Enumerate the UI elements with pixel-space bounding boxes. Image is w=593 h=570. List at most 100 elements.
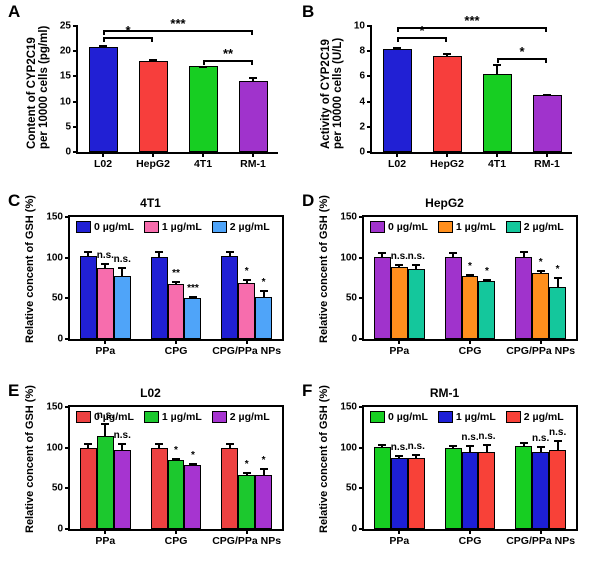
legend-item: 2 µg/mL	[506, 221, 564, 233]
legend: 0 µg/mL1 µg/mL2 µg/mL	[370, 411, 570, 423]
bar	[483, 74, 512, 152]
bar	[114, 450, 131, 529]
chart-title: RM-1	[312, 386, 577, 400]
y-tick-label: 2	[359, 121, 365, 132]
bar	[189, 66, 218, 152]
x-tick-label: CPG/PPa NPs	[506, 535, 575, 547]
significance-label: **	[223, 46, 233, 61]
legend-label: 0 µg/mL	[94, 221, 134, 233]
legend-item: 0 µg/mL	[76, 221, 134, 233]
y-tick-label: 8	[359, 46, 365, 57]
significance-label: n.s.	[532, 433, 549, 444]
x-tick-label: PPa	[95, 345, 115, 357]
panel-label: F	[302, 381, 312, 401]
y-tick-label: 0	[65, 147, 71, 158]
y-axis-title: Relative concent of GSH (%)	[24, 385, 36, 533]
y-axis-title: Relative concent of GSH (%)	[318, 385, 330, 533]
x-tick-label: HepG2	[136, 158, 170, 170]
significance-label: ***	[170, 16, 185, 31]
legend-label: 0 µg/mL	[388, 221, 428, 233]
bar	[515, 446, 532, 529]
x-tick-label: RM-1	[240, 158, 266, 170]
legend-label: 2 µg/mL	[524, 221, 564, 233]
y-tick-label: 100	[46, 252, 63, 263]
legend-item: 2 µg/mL	[212, 221, 270, 233]
y-tick-label: 50	[346, 293, 357, 304]
significance-label: n.s.	[478, 431, 495, 442]
panel-label: B	[302, 2, 314, 22]
bar	[391, 458, 408, 529]
significance-label: *	[539, 257, 543, 268]
legend-item: 0 µg/mL	[370, 411, 428, 423]
y-tick-label: 10	[60, 96, 71, 107]
x-tick-label: CPG	[165, 535, 188, 547]
legend-item: 1 µg/mL	[438, 411, 496, 423]
legend-item: 2 µg/mL	[212, 411, 270, 423]
x-tick-label: PPa	[389, 345, 409, 357]
significance-label: *	[556, 264, 560, 275]
significance-label: *	[519, 44, 524, 59]
bar	[239, 81, 268, 152]
y-tick-label: 0	[351, 524, 357, 535]
bar	[168, 284, 185, 339]
plot-area: 0501001500 µg/mL1 µg/mL2 µg/mLPPan.s.n.s…	[68, 405, 284, 531]
y-tick-label: 0	[351, 334, 357, 345]
significance-label: n.s.	[114, 254, 131, 265]
significance-label: *	[174, 445, 178, 456]
x-tick-label: CPG/PPa NPs	[212, 345, 281, 357]
y-tick-label: 100	[340, 442, 357, 453]
bar	[238, 475, 255, 529]
panel-a: AContent of CYP2C19per 10000 cells (pg/m…	[18, 6, 298, 186]
bar	[80, 256, 97, 339]
bar	[114, 276, 131, 339]
significance-label: *	[191, 450, 195, 461]
legend-item: 1 µg/mL	[438, 221, 496, 233]
bar	[374, 447, 391, 529]
y-tick-label: 100	[46, 442, 63, 453]
bar	[255, 297, 272, 339]
x-tick-label: L02	[388, 158, 406, 170]
plot-area: 0246810L02HepG24T1RM-1*****	[370, 26, 572, 154]
bar	[549, 287, 566, 339]
bar	[255, 475, 272, 529]
significance-label: *	[245, 459, 249, 470]
y-tick-label: 150	[340, 212, 357, 223]
bar	[139, 61, 168, 152]
plot-area: 0510152025L02HepG24T1RM-1******	[76, 26, 278, 154]
bar	[408, 269, 425, 339]
bar	[151, 257, 168, 339]
y-axis-title: Relative concent of GSH (%)	[318, 195, 330, 343]
bar	[549, 450, 566, 529]
bar	[515, 257, 532, 339]
bar	[445, 257, 462, 339]
bar	[184, 465, 201, 529]
bar	[89, 47, 118, 152]
y-tick-label: 50	[346, 483, 357, 494]
bar	[533, 95, 562, 152]
x-tick-label: L02	[94, 158, 112, 170]
y-tick-label: 100	[340, 252, 357, 263]
bar	[478, 452, 495, 529]
significance-label: ***	[187, 283, 199, 294]
significance-label: n.s.	[408, 251, 425, 262]
significance-label: *	[485, 266, 489, 277]
y-tick-label: 6	[359, 71, 365, 82]
bar	[80, 448, 97, 529]
y-axis-title: Relative concent of GSH (%)	[24, 195, 36, 343]
panel-f: FRM-1Relative concent of GSH (%)05010015…	[312, 385, 587, 565]
legend-item: 1 µg/mL	[144, 411, 202, 423]
bar	[445, 448, 462, 529]
bar	[383, 49, 412, 152]
panel-b: BActivity of CYP2C19per 10000 cells (U/L…	[312, 6, 592, 186]
x-tick-label: HepG2	[430, 158, 464, 170]
chart-title: HepG2	[312, 196, 577, 210]
bar	[391, 267, 408, 339]
bar	[374, 257, 391, 339]
bar	[238, 283, 255, 339]
x-tick-label: CPG	[459, 535, 482, 547]
significance-label: *	[262, 277, 266, 288]
y-tick-label: 150	[46, 402, 63, 413]
y-tick-label: 150	[340, 402, 357, 413]
y-tick-label: 50	[52, 293, 63, 304]
x-tick-label: CPG	[459, 345, 482, 357]
